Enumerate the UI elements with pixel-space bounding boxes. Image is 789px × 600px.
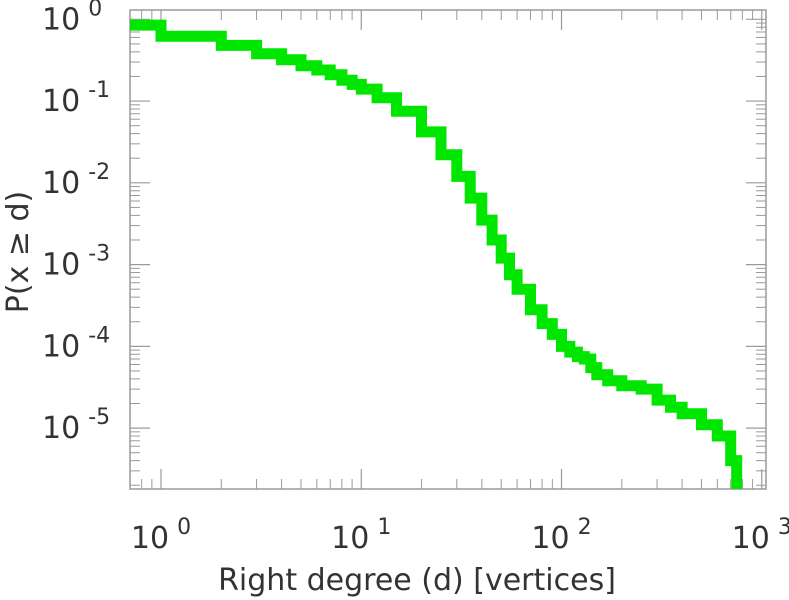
x-tick-labels: 10 0 10 1 10 2 10 3	[131, 515, 789, 556]
minor-ticks	[129, 10, 766, 489]
x-tick-label: 10 2	[531, 515, 591, 556]
series-line	[130, 19, 743, 489]
y-tick-label: 10 -1	[42, 78, 110, 119]
y-tick-label: 10 -3	[42, 242, 110, 283]
y-tick-label: 10 -5	[42, 405, 110, 446]
y-axis-label: P(x ≥ d)	[1, 191, 36, 314]
major-ticks	[130, 10, 766, 489]
x-axis-label: Right degree (d) [vertices]	[218, 563, 616, 598]
y-tick-label: 10 0	[42, 0, 102, 37]
plot-frame	[129, 9, 767, 490]
x-tick-label: 10 3	[732, 515, 789, 556]
series-layer	[130, 19, 743, 489]
x-tick-label: 10 1	[331, 515, 391, 556]
y-tick-label: 10 -4	[42, 323, 110, 364]
x-tick-label: 10 0	[131, 515, 191, 556]
y-tick-label: 10 -2	[42, 160, 110, 201]
